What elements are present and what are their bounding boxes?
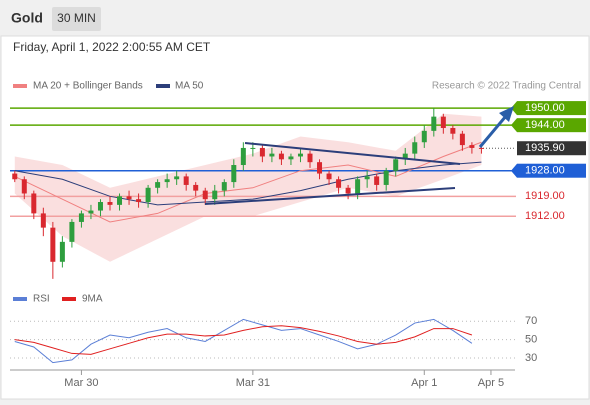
candle-body bbox=[421, 130, 427, 143]
candle-body bbox=[31, 193, 37, 214]
candle-body bbox=[440, 116, 446, 129]
candle-body bbox=[469, 145, 475, 148]
candle-body bbox=[164, 179, 170, 183]
price-level-pointer bbox=[511, 163, 517, 178]
candle-body bbox=[231, 165, 237, 183]
price-level-box bbox=[517, 101, 586, 116]
x-tick-label: Apr 5 bbox=[478, 377, 504, 389]
candle-body bbox=[250, 147, 256, 149]
plots: 1950.00 1944.00 1935.90 1928.00 1919.00 1912.… bbox=[10, 101, 586, 389]
candle-body bbox=[288, 156, 294, 160]
candle-body bbox=[221, 182, 227, 191]
candle-body bbox=[107, 202, 113, 205]
legend-swatch bbox=[62, 297, 76, 301]
candle-body bbox=[97, 202, 103, 211]
candle-body bbox=[259, 147, 265, 157]
candle-body bbox=[21, 179, 27, 194]
price-level-label: 1912.00 bbox=[525, 210, 565, 222]
candle-body bbox=[412, 142, 418, 154]
credit: Research © 2022 Trading Central bbox=[432, 81, 581, 92]
price-level-label: 1935.90 bbox=[525, 142, 565, 154]
candle-body bbox=[269, 153, 275, 157]
timestamp: Friday, April 1, 2022 2:00:55 AM CET bbox=[13, 40, 211, 54]
candle-body bbox=[383, 170, 389, 185]
moving-average bbox=[14, 141, 482, 223]
candle-body bbox=[193, 184, 199, 191]
candle-body bbox=[364, 176, 370, 180]
candle-body bbox=[136, 199, 142, 203]
candle-body bbox=[326, 173, 332, 180]
candle-body bbox=[393, 159, 399, 171]
candle-body bbox=[126, 196, 132, 200]
price-level-label: 1919.00 bbox=[525, 190, 565, 202]
legend-label: 9MA bbox=[82, 294, 103, 305]
y-tick-label: 50 bbox=[525, 334, 537, 346]
candle-body bbox=[278, 153, 284, 160]
candle-body bbox=[478, 147, 484, 149]
candle-body bbox=[155, 182, 161, 188]
interval-label[interactable]: 30 MIN bbox=[57, 11, 96, 25]
candle-body bbox=[202, 190, 208, 200]
candle-body bbox=[88, 210, 94, 214]
forecast-arrowhead bbox=[499, 106, 514, 122]
candle-body bbox=[450, 128, 456, 134]
candle-body bbox=[59, 241, 65, 262]
moving-average bbox=[14, 161, 482, 206]
legend-swatch bbox=[13, 297, 27, 301]
candle-body bbox=[317, 162, 323, 174]
candle-body bbox=[78, 213, 84, 222]
candle-body bbox=[117, 196, 123, 205]
legend-swatch bbox=[156, 84, 170, 88]
price-level-label: 1944.00 bbox=[525, 119, 565, 131]
candle-body bbox=[345, 187, 351, 194]
forecast-arrow bbox=[478, 115, 508, 148]
candle-body bbox=[459, 133, 465, 146]
candle-body bbox=[402, 153, 408, 160]
y-tick-label: 30 bbox=[525, 352, 537, 364]
indicator-line bbox=[14, 318, 473, 364]
candle-body bbox=[69, 221, 75, 242]
trend-line bbox=[204, 187, 456, 205]
candle-body bbox=[307, 153, 313, 163]
candle-body bbox=[145, 187, 151, 203]
legend-label: MA 20 + Bollinger Bands bbox=[33, 81, 143, 92]
candle-body bbox=[374, 176, 380, 185]
candle-body bbox=[183, 176, 189, 185]
bollinger-band bbox=[14, 113, 482, 262]
legend-label: RSI bbox=[33, 294, 50, 305]
candle-body bbox=[297, 153, 303, 157]
candle-body bbox=[240, 147, 246, 166]
legend-label: MA 50 bbox=[175, 81, 204, 92]
x-tick-label: Mar 30 bbox=[64, 377, 98, 389]
price-level-label: 1928.00 bbox=[525, 165, 565, 177]
price-level-pointer bbox=[511, 118, 517, 133]
x-tick-label: Apr 1 bbox=[411, 377, 437, 389]
price-level-box bbox=[517, 118, 586, 133]
candle-body bbox=[174, 176, 180, 180]
y-tick-label: 70 bbox=[525, 315, 537, 327]
candle-body bbox=[12, 173, 18, 180]
candle-body bbox=[40, 213, 46, 228]
candle-body bbox=[50, 227, 56, 262]
x-tick-label: Mar 31 bbox=[236, 377, 270, 389]
indicator-line bbox=[14, 325, 473, 355]
legend-swatch bbox=[13, 84, 27, 88]
candle-body bbox=[336, 179, 342, 188]
price-level-pointer bbox=[511, 101, 517, 116]
interval-button[interactable] bbox=[52, 7, 101, 31]
candle-body bbox=[431, 116, 437, 131]
price-level-box bbox=[517, 163, 586, 178]
candle-body bbox=[212, 190, 218, 200]
trend-line bbox=[244, 142, 461, 165]
instrument-title: Gold bbox=[11, 10, 43, 26]
candle-body bbox=[355, 179, 361, 194]
price-level-box bbox=[517, 141, 586, 156]
price-level-label: 1950.00 bbox=[525, 102, 565, 114]
